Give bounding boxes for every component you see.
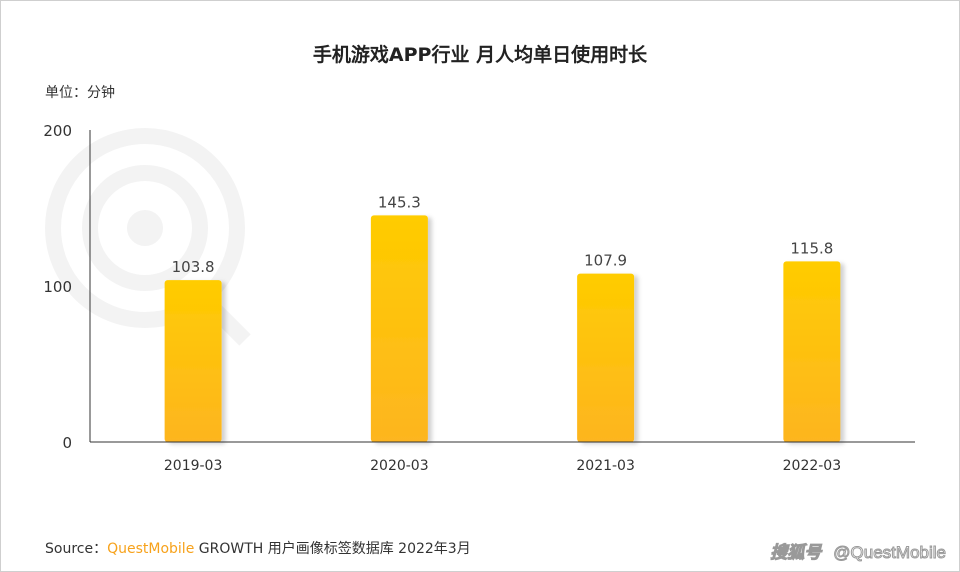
- x-tick-label: 2019-03: [164, 458, 223, 474]
- source-note: Source：QuestMobile GROWTH 用户画像标签数据库 2022…: [45, 538, 471, 558]
- x-tick-label: 2020-03: [370, 458, 429, 474]
- unit-label: 单位：分钟: [45, 85, 115, 101]
- chart-title: 手机游戏APP行业 月人均单日使用时长: [312, 44, 648, 66]
- data-label: 145.3: [378, 193, 421, 211]
- data-label: 103.8: [172, 258, 215, 276]
- source-prefix: Source：: [45, 541, 108, 557]
- sohu-logo: 搜狐号: [770, 543, 822, 563]
- x-tick-label: 2021-03: [576, 458, 635, 474]
- y-tick-label: 0: [62, 434, 72, 452]
- y-tick-label: 200: [43, 122, 72, 140]
- x-tick-label: 2022-03: [783, 458, 842, 474]
- bar-2022-03: [783, 261, 841, 442]
- bar-2020-03: [370, 215, 428, 442]
- watermark-credit: @QuestMobile: [833, 543, 947, 563]
- bar-2021-03: [577, 273, 635, 442]
- data-label: 107.9: [584, 252, 627, 270]
- bar-2019-03: [164, 280, 222, 442]
- y-tick-label: 100: [43, 278, 72, 296]
- source-brand: QuestMobile: [107, 541, 195, 557]
- watermark: 搜狐号 @QuestMobile: [770, 538, 947, 563]
- data-label: 115.8: [790, 239, 833, 257]
- source-text: GROWTH 用户画像标签数据库 2022年3月: [198, 541, 471, 557]
